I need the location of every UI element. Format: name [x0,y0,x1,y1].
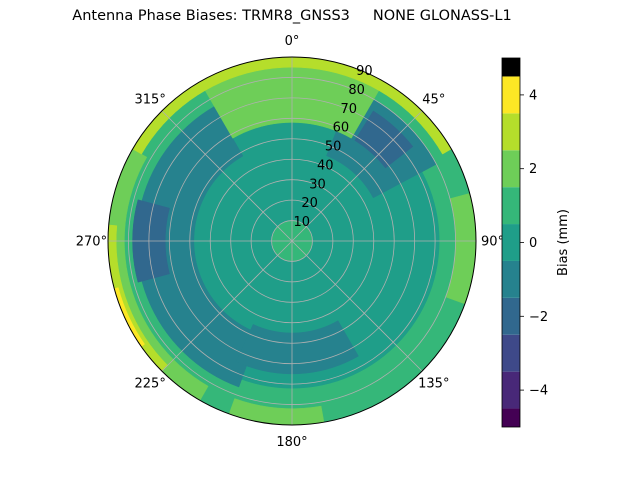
angular-tick-label: 45° [422,93,445,108]
colorbar-segment [502,150,520,188]
colorbar-segment [502,371,520,409]
angular-gridline [291,110,423,242]
angular-tick-label: 270° [76,235,107,250]
angular-tick-label: 135° [418,376,449,391]
colorbar-tick-label: 0 [529,236,537,251]
colorbar-label: Bias (mm) [556,209,571,276]
polar-grid [108,57,476,425]
radial-tick-label: 10 [294,215,311,230]
polar-frame [107,56,477,426]
contour-region [136,106,259,388]
angular-tick-label: 0° [285,34,300,49]
colorbar-segment [502,58,520,77]
angular-tick-label: 225° [135,376,166,391]
radial-tick-label: 30 [309,177,326,192]
angular-tick-label: 180° [276,435,307,450]
radial-tick-label: 70 [340,102,357,117]
axis-labels: 0° 45° 90° 135° 180° 225° 270° 315° 10 20 30 40 50 60… [76,34,504,450]
colorbar-segment [502,187,520,225]
colorbar-tick-label: −2 [529,310,548,325]
colorbar: −4 −2 0 2 4 Bias (mm) [501,57,571,428]
colorbar-segment [502,408,520,427]
chart-title: Antenna Phase Biases: TRMR8_GNSS3 NONE G… [72,8,512,24]
colorbar-segment [502,297,520,335]
radial-tick-label: 80 [348,83,365,98]
radial-tick-label: 40 [317,158,334,173]
colorbar-segment [502,113,520,151]
contour-region [354,110,414,169]
colorbar-tick-label: 2 [529,162,537,177]
contour-region [235,320,359,375]
angular-gridline [161,110,293,242]
colorbar-segment [502,260,520,298]
colorbar-tick-label: −4 [529,384,548,399]
radial-tick-label: 90 [356,64,373,79]
colorbar-segment [502,224,520,261]
angular-gridline [291,240,423,372]
colorbar-tick-label: 4 [529,88,537,103]
angular-gridline [161,240,293,372]
radial-tick-label: 50 [325,140,342,155]
angular-tick-label: 90° [481,235,504,250]
colorbar-segment [502,334,520,372]
angular-tick-label: 315° [135,93,166,108]
radial-tick-label: 60 [333,121,350,136]
colorbar-segment [502,76,520,114]
radial-tick-label: 20 [301,196,318,211]
